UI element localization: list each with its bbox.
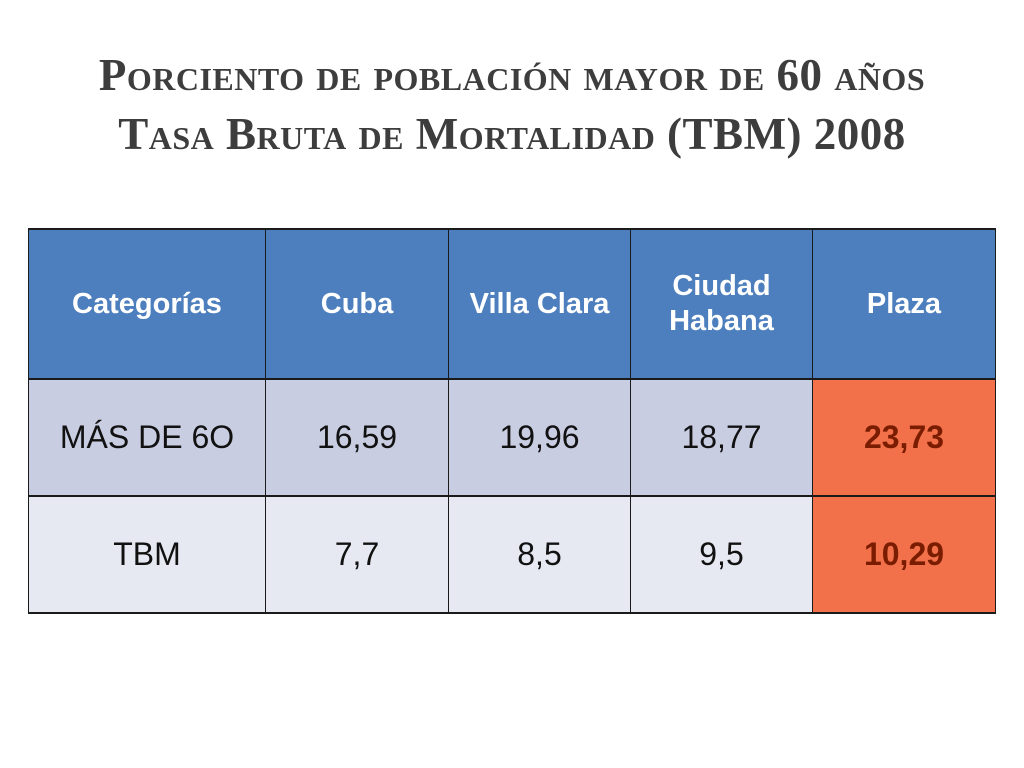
cell-mas-de-60-plaza: 23,73 — [812, 378, 996, 497]
title-line-2: Tasa Bruta de Mortalidad (TBM) 2008 — [118, 108, 906, 159]
table-row: TBM 7,7 8,5 9,5 10,29 — [28, 495, 996, 614]
header-cell-categorias: Categorías — [28, 228, 266, 380]
cell-mas-de-60-cuba: 16,59 — [265, 378, 449, 497]
cell-mas-de-60-villa-clara: 19,96 — [448, 378, 631, 497]
statistics-table: Categorías Cuba Villa Clara Ciudad Haban… — [28, 228, 996, 614]
page-title: Porciento de población mayor de 60 años … — [0, 46, 1024, 163]
header-cell-ciudad-habana: Ciudad Habana — [630, 228, 813, 380]
table-row: MÁS DE 6O 16,59 19,96 18,77 23,73 — [28, 378, 996, 497]
cell-tbm-cuba: 7,7 — [265, 495, 449, 614]
header-cell-villa-clara: Villa Clara — [448, 228, 631, 380]
table-header-row: Categorías Cuba Villa Clara Ciudad Haban… — [28, 228, 996, 380]
header-cell-plaza: Plaza — [812, 228, 996, 380]
header-cell-cuba: Cuba — [265, 228, 449, 380]
cell-mas-de-60-ciudad-habana: 18,77 — [630, 378, 813, 497]
title-line-1: Porciento de población mayor de 60 años — [98, 50, 926, 100]
row-label-tbm: TBM — [28, 495, 266, 614]
cell-tbm-villa-clara: 8,5 — [448, 495, 631, 614]
cell-tbm-plaza: 10,29 — [812, 495, 996, 614]
cell-tbm-ciudad-habana: 9,5 — [630, 495, 813, 614]
row-label-mas-de-60: MÁS DE 6O — [28, 378, 266, 497]
